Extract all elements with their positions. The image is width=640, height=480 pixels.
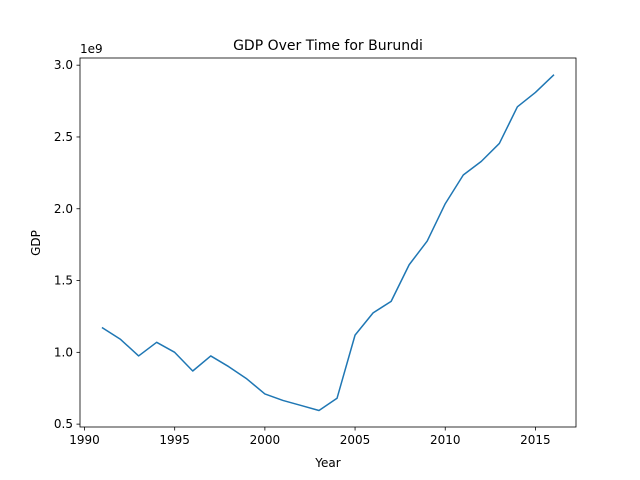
x-tick-label-1990: 1990 <box>69 433 100 447</box>
x-tick-label-2010: 2010 <box>430 433 461 447</box>
y-tick-label-1.5: 1.5 <box>54 274 73 288</box>
y-tick-label-2.5: 2.5 <box>54 130 73 144</box>
y-axis-label: GDP <box>29 230 43 256</box>
y-tick-label-1.0: 1.0 <box>54 345 73 359</box>
x-tick-label-1995: 1995 <box>159 433 190 447</box>
chart-title: GDP Over Time for Burundi <box>233 38 423 54</box>
x-tick-label-2015: 2015 <box>520 433 551 447</box>
axes-frame <box>79 57 577 428</box>
y-tick-label-3.0: 3.0 <box>54 58 73 72</box>
plot-area: 1990 1995 2000 2005 2010 2015 0.5 1.0 1.5 2.0 2.5 3… <box>54 57 577 447</box>
x-tick-label-2000: 2000 <box>250 433 281 447</box>
x-tick-label-2005: 2005 <box>340 433 371 447</box>
series-line-0 <box>101 74 555 412</box>
y-tick-label-0.5: 0.5 <box>54 417 73 431</box>
y-offset-label: 1e9 <box>80 42 103 56</box>
x-axis-label: Year <box>314 456 340 470</box>
y-tick-label-2.0: 2.0 <box>54 202 73 216</box>
